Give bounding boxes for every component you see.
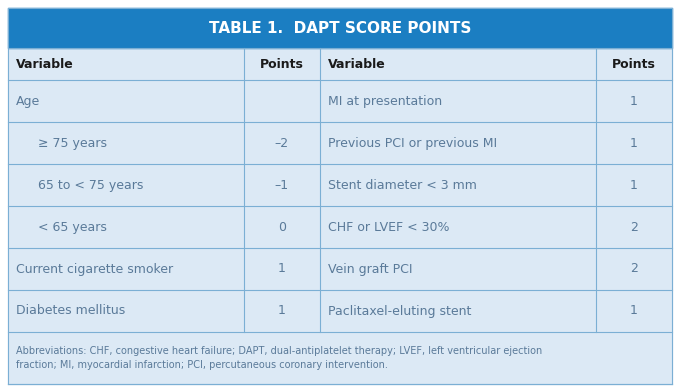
Text: Abbreviations: CHF, congestive heart failure; DAPT, dual-antiplatelet therapy; L: Abbreviations: CHF, congestive heart fai…	[16, 347, 542, 370]
Text: Points: Points	[612, 58, 656, 71]
Text: ≥ 75 years: ≥ 75 years	[38, 136, 107, 149]
Text: 1: 1	[630, 94, 638, 107]
Text: 65 to < 75 years: 65 to < 75 years	[38, 178, 143, 192]
Text: CHF or LVEF < 30%: CHF or LVEF < 30%	[328, 221, 449, 234]
Text: Current cigarette smoker: Current cigarette smoker	[16, 263, 173, 276]
Text: 1: 1	[630, 305, 638, 318]
Text: Stent diameter < 3 mm: Stent diameter < 3 mm	[328, 178, 477, 192]
Text: < 65 years: < 65 years	[38, 221, 107, 234]
Text: –2: –2	[275, 136, 289, 149]
Bar	[8, 8, 672, 48]
Text: 1: 1	[630, 136, 638, 149]
Text: 0: 0	[278, 221, 286, 234]
Text: Vein graft PCI: Vein graft PCI	[328, 263, 413, 276]
Text: Previous PCI or previous MI: Previous PCI or previous MI	[328, 136, 497, 149]
Text: Diabetes mellitus: Diabetes mellitus	[16, 305, 125, 318]
Text: Paclitaxel-eluting stent: Paclitaxel-eluting stent	[328, 305, 471, 318]
Text: 1: 1	[278, 305, 286, 318]
Text: Variable: Variable	[328, 58, 386, 71]
Text: 2: 2	[630, 221, 638, 234]
Text: Variable: Variable	[16, 58, 73, 71]
Text: –1: –1	[275, 178, 289, 192]
Text: 1: 1	[630, 178, 638, 192]
Text: TABLE 1.  DAPT SCORE POINTS: TABLE 1. DAPT SCORE POINTS	[209, 20, 471, 36]
Text: MI at presentation: MI at presentation	[328, 94, 442, 107]
Text: 2: 2	[630, 263, 638, 276]
Text: Age: Age	[16, 94, 40, 107]
Text: 1: 1	[278, 263, 286, 276]
Text: Points: Points	[260, 58, 304, 71]
